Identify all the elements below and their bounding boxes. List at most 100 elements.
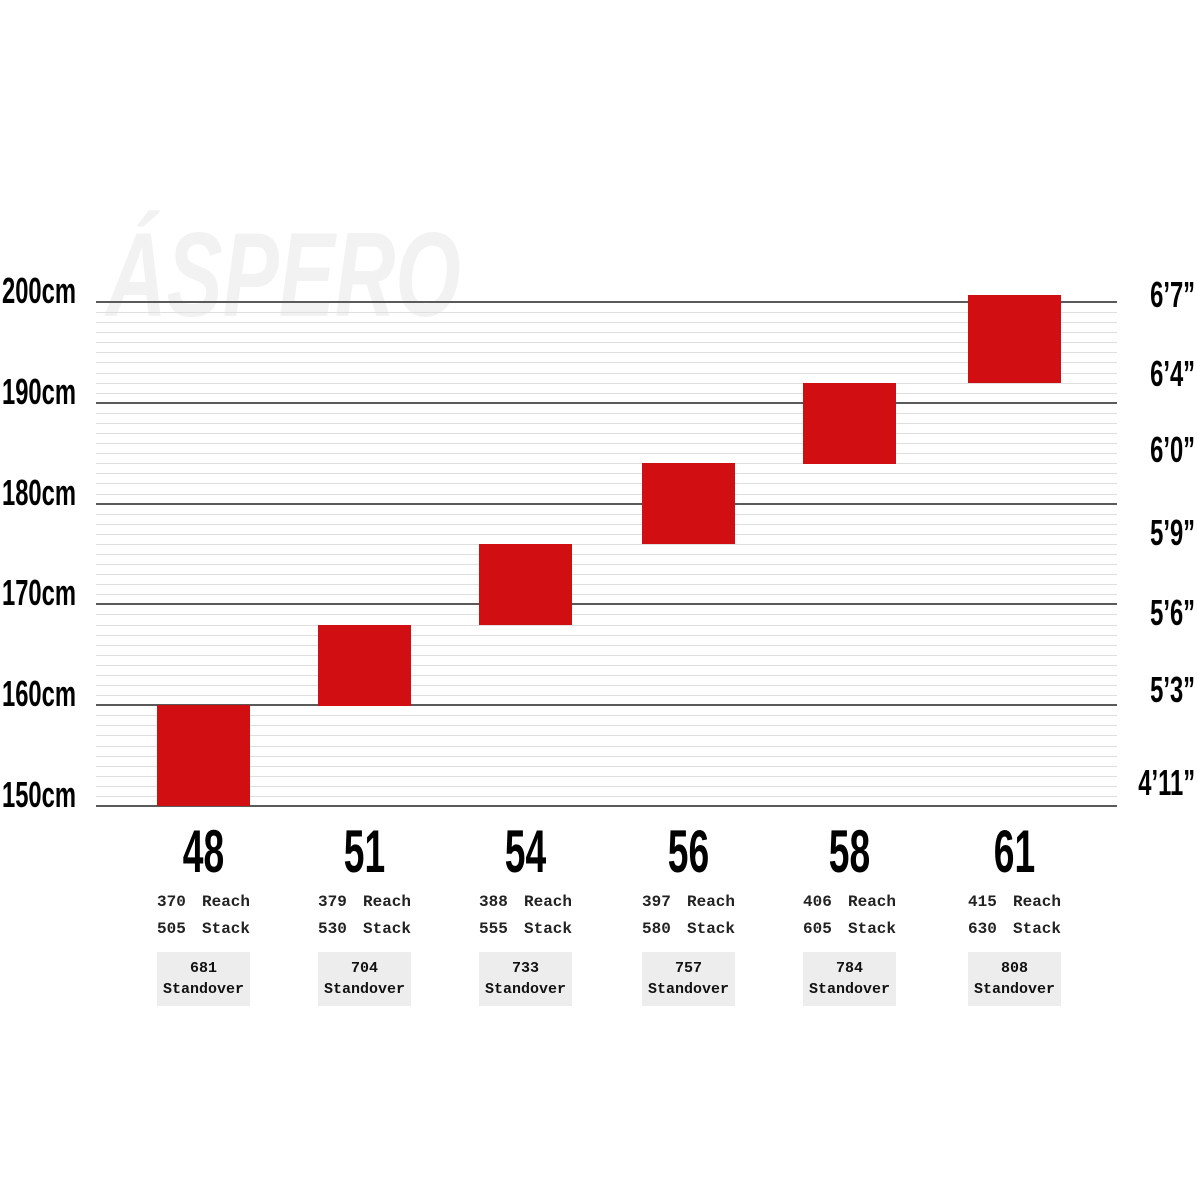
standover-label: Standover xyxy=(484,981,566,998)
stack-value: 530 xyxy=(318,920,347,938)
standover-value: 808 xyxy=(1000,960,1028,977)
reach-row: 415 Reach xyxy=(968,893,1061,911)
gridline-minor xyxy=(96,786,1117,787)
reach-label: Reach xyxy=(362,893,411,911)
gridline-major xyxy=(96,603,1117,605)
gridline-minor xyxy=(96,544,1117,545)
gridline-minor xyxy=(96,514,1117,515)
gridline-minor xyxy=(96,332,1117,333)
reach-value: 415 xyxy=(968,893,997,911)
right-axis-label: 5’6” xyxy=(1150,592,1195,633)
size-bar xyxy=(479,544,572,625)
gridline-major xyxy=(96,503,1117,505)
right-axis-label: 6’4” xyxy=(1150,353,1195,394)
reach-value: 406 xyxy=(803,893,832,911)
stack-row: 530 Stack xyxy=(318,920,411,938)
standover-label: Standover xyxy=(808,981,890,998)
standover-box: 733 Standover xyxy=(479,952,572,1006)
size-bar xyxy=(803,383,896,464)
standover-label: Standover xyxy=(323,981,405,998)
gridline-minor xyxy=(96,594,1117,595)
gridline-minor xyxy=(96,483,1117,484)
right-axis-label: 6’0” xyxy=(1150,429,1195,470)
right-axis-label: 4’11” xyxy=(1138,762,1195,803)
gridline-minor xyxy=(96,554,1117,555)
stack-label: Stack xyxy=(523,920,572,938)
standover-value: 784 xyxy=(835,960,863,977)
size-label: 58 xyxy=(828,818,871,885)
gridline-minor xyxy=(96,413,1117,414)
gridline-minor xyxy=(96,614,1117,615)
gridline-minor xyxy=(96,423,1117,424)
gridline-minor xyxy=(96,393,1117,394)
stack-value: 630 xyxy=(968,920,997,938)
gridline-minor xyxy=(96,685,1117,686)
stack-label: Stack xyxy=(847,920,896,938)
stack-label: Stack xyxy=(201,920,250,938)
standover-label: Standover xyxy=(647,981,729,998)
right-axis-label: 6’7” xyxy=(1150,274,1195,315)
stack-row: 580 Stack xyxy=(642,920,735,938)
right-axis-label: 5’3” xyxy=(1150,669,1195,710)
left-axis-label: 190cm xyxy=(2,371,76,412)
standover-value: 733 xyxy=(511,960,539,977)
gridline-minor xyxy=(96,453,1117,454)
left-axis-label: 180cm xyxy=(2,472,76,513)
gridline-minor xyxy=(96,725,1117,726)
gridline-minor xyxy=(96,534,1117,535)
reach-row: 388 Reach xyxy=(479,893,572,911)
gridline-major xyxy=(96,805,1117,807)
size-label: 54 xyxy=(504,818,547,885)
gridline-minor xyxy=(96,373,1117,374)
standover-box: 757 Standover xyxy=(642,952,735,1006)
standover-value: 704 xyxy=(350,960,378,977)
gridline-minor xyxy=(96,655,1117,656)
standover-value: 681 xyxy=(189,960,217,977)
stack-row: 555 Stack xyxy=(479,920,572,938)
stack-value: 505 xyxy=(157,920,186,938)
stack-label: Stack xyxy=(686,920,735,938)
reach-label: Reach xyxy=(686,893,735,911)
gridline-minor xyxy=(96,746,1117,747)
size-label: 61 xyxy=(993,818,1036,885)
size-label: 56 xyxy=(667,818,710,885)
gridline-minor xyxy=(96,443,1117,444)
gridline-major xyxy=(96,704,1117,706)
gridline-minor xyxy=(96,564,1117,565)
standover-box: 784 Standover xyxy=(803,952,896,1006)
size-label: 48 xyxy=(182,818,225,885)
reach-value: 388 xyxy=(479,893,508,911)
gridline-minor xyxy=(96,695,1117,696)
gridline-minor xyxy=(96,735,1117,736)
left-axis-label: 170cm xyxy=(2,572,76,613)
stack-value: 580 xyxy=(642,920,671,938)
gridline-minor xyxy=(96,796,1117,797)
standover-box: 808 Standover xyxy=(968,952,1061,1006)
reach-row: 379 Reach xyxy=(318,893,411,911)
size-label: 51 xyxy=(343,818,386,885)
stack-row: 505 Stack xyxy=(157,920,250,938)
stack-row: 630 Stack xyxy=(968,920,1061,938)
gridline-minor xyxy=(96,463,1117,464)
standover-label: Standover xyxy=(162,981,244,998)
stack-value: 605 xyxy=(803,920,832,938)
reach-row: 370 Reach xyxy=(157,893,250,911)
gridline-minor xyxy=(96,362,1117,363)
gridline-minor xyxy=(96,766,1117,767)
gridline-major xyxy=(96,301,1117,303)
size-bar xyxy=(642,463,735,544)
gridline-minor xyxy=(96,322,1117,323)
gridline-minor xyxy=(96,665,1117,666)
standover-label: Standover xyxy=(973,981,1055,998)
watermark-aspero: ÁSPERO xyxy=(106,208,461,342)
standover-value: 757 xyxy=(674,960,702,977)
standover-box: 681 Standover xyxy=(157,952,250,1006)
gridline-minor xyxy=(96,645,1117,646)
stack-label: Stack xyxy=(362,920,411,938)
gridline-minor xyxy=(96,433,1117,434)
stack-value: 555 xyxy=(479,920,508,938)
stack-label: Stack xyxy=(1012,920,1061,938)
reach-row: 397 Reach xyxy=(642,893,735,911)
reach-label: Reach xyxy=(201,893,250,911)
gridline-minor xyxy=(96,584,1117,585)
